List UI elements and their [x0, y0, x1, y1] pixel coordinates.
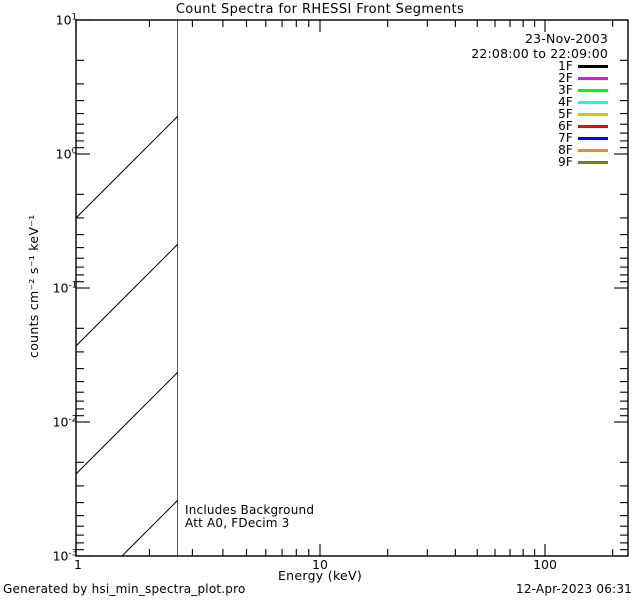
x-axis-ticks: [75, 20, 614, 556]
footer-timestamp: 12-Apr-2023 06:31: [516, 582, 632, 596]
legend-color-swatch: [578, 124, 608, 128]
legend-label: 1F: [558, 59, 573, 73]
y-tick-mantissa: 10: [52, 548, 69, 564]
y-tick-exponent: 0: [71, 146, 77, 157]
legend-item-4f[interactable]: 4F: [508, 96, 608, 108]
y-tick-exponent: 1: [71, 12, 77, 23]
legend-item-3f[interactable]: 3F: [508, 84, 608, 96]
legend-item-5f[interactable]: 5F: [508, 108, 608, 120]
annotation-includes-background: Includes Background: [185, 503, 315, 517]
y-tick-mantissa: 10: [52, 414, 69, 430]
y-tick-mantissa: 10: [52, 280, 69, 296]
x-tick-label-100: 100: [533, 557, 557, 572]
legend: 1F 2F 3F 4F 5F 6F 7F 8F: [508, 60, 608, 168]
legend-color-swatch: [578, 88, 608, 92]
legend-item-7f[interactable]: 7F: [508, 132, 608, 144]
y-tick-label-1e0: 100: [56, 147, 77, 162]
y-tick-exponent: -1: [68, 280, 77, 291]
y-tick-exponent: -2: [68, 414, 77, 425]
legend-time-range: 22:08:00 to 22:09:00: [471, 46, 608, 61]
legend-color-swatch: [578, 136, 608, 140]
legend-label: 7F: [558, 131, 573, 145]
y-tick-label-1e-2: 10-2: [53, 415, 77, 430]
legend-label: 8F: [558, 143, 573, 157]
legend-color-swatch: [578, 64, 608, 68]
page-title: Count Spectra for RHESSI Front Segments: [175, 2, 465, 17]
legend-color-swatch: [578, 76, 608, 80]
y-tick-label-1e1: 101: [56, 13, 77, 28]
y-axis-title: counts cm⁻² s⁻¹ keV⁻¹: [25, 214, 41, 358]
legend-item-1f[interactable]: 1F: [508, 60, 608, 72]
y-axis-ticks: [76, 19, 628, 557]
y-tick-label-1e-3: 10-3: [53, 549, 77, 564]
y-tick-label-1e-1: 10-1: [53, 281, 77, 296]
legend-item-8f[interactable]: 8F: [508, 144, 608, 156]
annotation-attenuator-state: Att A0, FDecim 3: [185, 516, 290, 530]
x-tick-label-1: 1: [74, 557, 82, 572]
legend-item-9f[interactable]: 9F: [508, 156, 608, 168]
legend-item-6f[interactable]: 6F: [508, 120, 608, 132]
legend-label: 6F: [558, 119, 573, 133]
x-axis-title: Energy (keV): [277, 568, 363, 583]
legend-date: 23-Nov-2003: [525, 31, 608, 46]
legend-color-swatch: [578, 160, 608, 164]
legend-color-swatch: [578, 148, 608, 152]
excluded-energy-band: [76, 20, 178, 556]
y-tick-mantissa: 10: [55, 12, 72, 28]
legend-label: 5F: [558, 107, 573, 121]
legend-label: 3F: [558, 83, 573, 97]
legend-label: 9F: [558, 155, 573, 169]
y-tick-mantissa: 10: [55, 146, 72, 162]
legend-color-swatch: [578, 100, 608, 104]
y-tick-exponent: -3: [68, 548, 77, 559]
legend-item-2f[interactable]: 2F: [508, 72, 608, 84]
legend-color-swatch: [578, 112, 608, 116]
footer-generated-by: Generated by hsi_min_spectra_plot.pro: [3, 582, 246, 596]
plot-area: [76, 20, 628, 556]
legend-label: 4F: [558, 95, 573, 109]
legend-label: 2F: [558, 71, 573, 85]
x-tick-label-10: 10: [312, 557, 328, 572]
